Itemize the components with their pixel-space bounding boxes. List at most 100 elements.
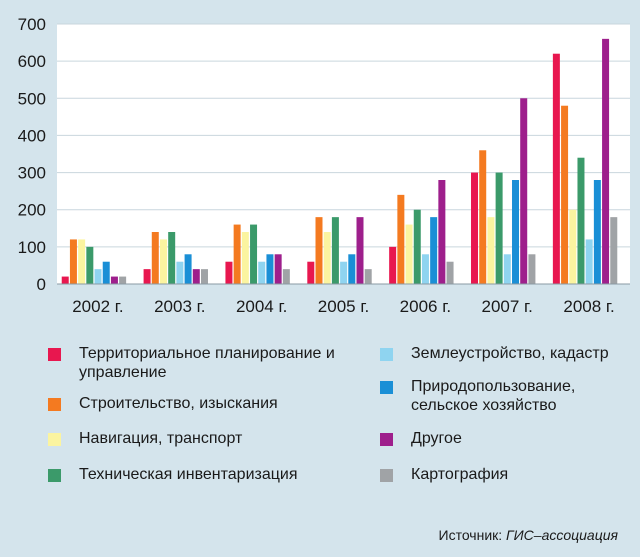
bar xyxy=(176,261,184,284)
legend-swatch xyxy=(48,433,61,446)
bar xyxy=(528,254,536,284)
legend-item-nature-management: Природопользование, сельское хозяйство xyxy=(380,377,631,415)
y-tick-label: 0 xyxy=(37,275,46,294)
bar xyxy=(102,261,110,284)
legend-label: Навигация, транспорт xyxy=(79,430,243,447)
bar xyxy=(61,276,69,284)
legend-label: Строительство, изыскания xyxy=(79,395,278,412)
x-tick-label: 2004 г. xyxy=(236,297,287,316)
legend-label: Картография xyxy=(411,466,509,483)
bar xyxy=(110,276,118,284)
legend-label: Техническая инвентаризация xyxy=(79,466,298,483)
bar xyxy=(552,53,560,284)
bar xyxy=(69,239,77,284)
bar xyxy=(241,232,249,284)
bar xyxy=(397,194,405,284)
bar xyxy=(143,269,151,284)
source-prefix: Источник: xyxy=(438,527,503,543)
bar xyxy=(364,269,372,284)
bar xyxy=(233,224,241,284)
legend-label: Природопользование, сельское хозяйство xyxy=(411,378,576,414)
bar xyxy=(274,254,282,284)
bar xyxy=(438,180,446,284)
bar-chart: 0 100 200 300 400 500 600 700 2002 г. 2003 г. 2004… xyxy=(18,15,630,316)
bar xyxy=(479,150,487,284)
x-tick-label: 2003 г. xyxy=(154,297,205,316)
legend-item-territorial-planning: Территориальное планирование и управлени… xyxy=(48,344,359,382)
legend-item-other: Другое xyxy=(380,429,631,448)
bar xyxy=(389,246,397,284)
legend-item-land-cadastre: Землеустройство, кадастр xyxy=(380,344,640,363)
bar xyxy=(200,269,208,284)
bar xyxy=(512,180,520,284)
bar xyxy=(192,269,200,284)
bar xyxy=(331,217,339,284)
bar xyxy=(471,172,479,284)
bar xyxy=(78,239,86,284)
bar xyxy=(569,209,577,284)
bar xyxy=(159,239,167,284)
bar xyxy=(225,261,233,284)
y-tick-label: 300 xyxy=(18,164,46,183)
legend-item-navigation: Навигация, транспорт xyxy=(48,429,359,448)
bar xyxy=(307,261,315,284)
bar xyxy=(430,217,438,284)
bar xyxy=(258,261,266,284)
y-tick-label: 700 xyxy=(18,15,46,34)
plot-area xyxy=(57,24,630,284)
legend-swatch xyxy=(48,469,61,482)
legend-swatch xyxy=(48,398,61,411)
bar xyxy=(487,217,495,284)
bar xyxy=(94,269,102,284)
bar xyxy=(602,38,610,284)
bar xyxy=(184,254,192,284)
x-tick-label: 2005 г. xyxy=(318,297,369,316)
x-tick-label: 2002 г. xyxy=(72,297,123,316)
source-name: ГИС–ассоциация xyxy=(506,527,618,543)
legend-label: Территориальное планирование и управлени… xyxy=(79,345,335,381)
bar xyxy=(503,254,511,284)
x-tick-label: 2008 г. xyxy=(563,297,614,316)
y-tick-label: 100 xyxy=(18,238,46,257)
bar xyxy=(250,224,258,284)
bar xyxy=(495,172,503,284)
legend-label: Другое xyxy=(411,430,462,447)
bar xyxy=(446,261,454,284)
x-tick-label: 2007 г. xyxy=(482,297,533,316)
bar xyxy=(119,276,127,284)
bar xyxy=(282,269,290,284)
bar xyxy=(151,232,159,284)
y-tick-label: 500 xyxy=(18,89,46,108)
legend-swatch xyxy=(380,433,393,446)
bar xyxy=(315,217,323,284)
bar xyxy=(348,254,356,284)
bar xyxy=(86,246,94,284)
legend-item-construction: Строительство, изыскания xyxy=(48,394,359,413)
bar xyxy=(413,209,421,284)
source-note: Источник: ГИС–ассоциация xyxy=(439,527,619,543)
bar xyxy=(593,180,601,284)
bar xyxy=(561,105,569,284)
bar xyxy=(405,224,413,284)
legend-swatch xyxy=(380,381,393,394)
bar xyxy=(340,261,348,284)
y-tick-label: 200 xyxy=(18,201,46,220)
bar xyxy=(168,232,176,284)
bar xyxy=(520,98,528,285)
chart-legend: Территориальное планирование и управлени… xyxy=(48,338,638,498)
bar xyxy=(577,157,585,284)
legend-item-technical-inventory: Техническая инвентаризация xyxy=(48,465,359,484)
legend-swatch xyxy=(48,348,61,361)
y-tick-label: 400 xyxy=(18,126,46,145)
bar xyxy=(585,239,593,284)
legend-label: Землеустройство, кадастр xyxy=(411,345,609,362)
legend-swatch xyxy=(380,348,393,361)
legend-swatch xyxy=(380,469,393,482)
bar xyxy=(356,217,364,284)
bar xyxy=(610,217,618,284)
legend-item-cartography: Картография xyxy=(380,465,631,484)
y-tick-label: 600 xyxy=(18,52,46,71)
x-tick-label: 2006 г. xyxy=(400,297,451,316)
bar xyxy=(323,232,331,284)
bar xyxy=(421,254,429,284)
